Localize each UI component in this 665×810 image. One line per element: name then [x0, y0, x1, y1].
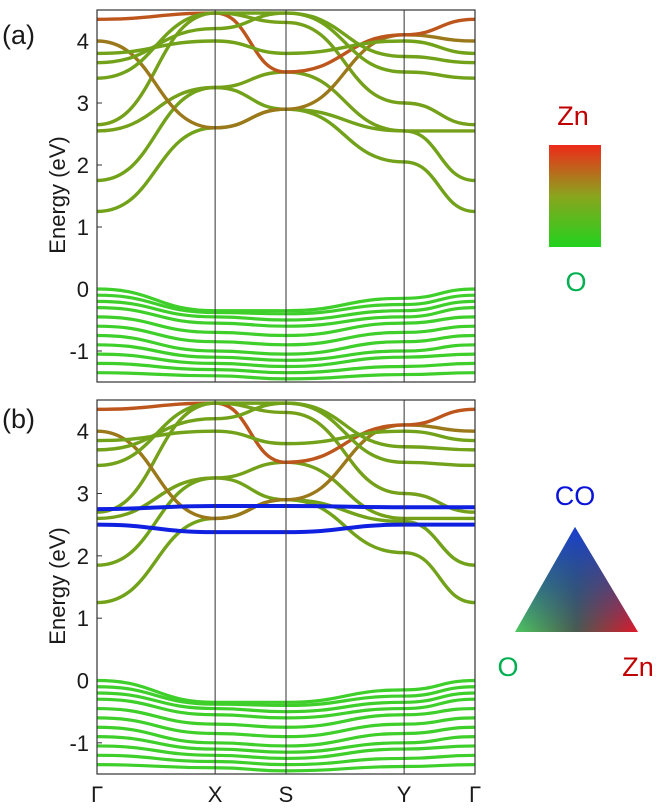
ytick-label: 3 — [77, 482, 89, 507]
triangle-right-label: Zn — [622, 652, 654, 682]
ytick-label: -1 — [69, 731, 89, 756]
xtick-label: Γ — [91, 782, 103, 807]
xtick-label: Γ — [469, 782, 481, 807]
ytick-label: -1 — [69, 339, 89, 364]
xtick-label: S — [279, 782, 294, 807]
ytick-label: 2 — [77, 544, 89, 569]
triangle-left-label: O — [497, 652, 518, 682]
xtick-label: X — [208, 782, 223, 807]
colorbar-top-label: Zn — [557, 101, 589, 131]
panel-a-ylabel: Energy (eV) — [45, 136, 70, 253]
triangle-top-gradient — [515, 527, 638, 632]
panel-b-ylabel: Energy (eV) — [45, 527, 70, 644]
ytick-label: 0 — [77, 669, 89, 694]
colorbar-gradient — [549, 145, 601, 247]
panel-b-label: (b) — [2, 404, 35, 434]
panel-b-frame — [96, 399, 476, 775]
ytick-label: 1 — [77, 606, 89, 631]
panel-a-yticks: -1 0 1 2 3 4 — [69, 29, 102, 364]
panel-a-kpath-lines — [214, 10, 405, 382]
triangle-top-label: CO — [555, 481, 596, 511]
panel-a-frame — [96, 9, 476, 383]
xtick-label: Y — [397, 782, 412, 807]
panel-a: (a) Energy (eV) -1 0 1 2 3 4 — [2, 9, 476, 383]
ytick-label: 3 — [77, 91, 89, 116]
panel-b: (b) Energy (eV) -1 0 1 2 3 4 Γ X S Y Γ — [2, 399, 481, 807]
ytick-label: 4 — [77, 29, 89, 54]
ytick-label: 4 — [77, 419, 89, 444]
ytick-label: 0 — [77, 277, 89, 302]
panel-a-label: (a) — [2, 20, 35, 50]
colorbar-bottom-label: O — [565, 267, 586, 297]
ytick-label: 2 — [77, 153, 89, 178]
zn-o-colorbar: Zn O — [549, 101, 601, 297]
co-o-zn-triangle-legend: CO O Zn — [497, 481, 653, 682]
panel-b-kpath-lines — [214, 400, 405, 774]
panel-b-yticks: -1 0 1 2 3 4 — [69, 419, 102, 756]
ytick-label: 1 — [77, 215, 89, 240]
